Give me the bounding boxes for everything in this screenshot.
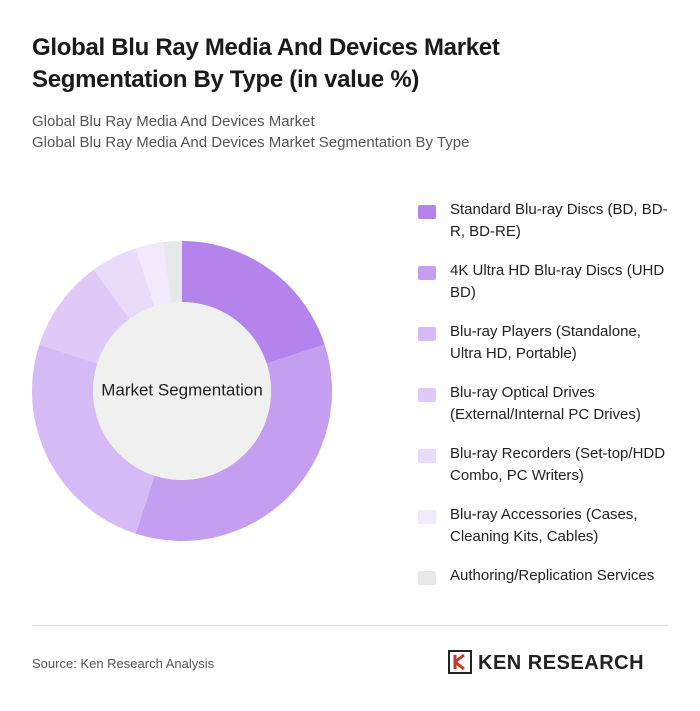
- legend-swatch: [418, 510, 436, 524]
- donut-segment: [135, 344, 332, 541]
- donut-segment: [163, 241, 182, 303]
- legend-swatch: [418, 205, 436, 219]
- divider: [32, 625, 668, 626]
- subtitle: Global Blu Ray Media And Devices Market …: [32, 134, 470, 151]
- donut-segment: [135, 242, 171, 307]
- legend-label: Blu-ray Players (Standalone, Ultra HD, P…: [450, 323, 641, 362]
- legend-item: 4K Ultra HD Blu-ray Discs (UHD BD): [418, 260, 678, 321]
- legend-label: Blu-ray Recorders (Set-top/HDD Combo, PC…: [450, 445, 666, 484]
- legend-item: Authoring/Replication Services: [418, 565, 678, 626]
- center-label: Market Segmentation: [101, 380, 263, 399]
- brand-name: KEN RESEARCH: [478, 652, 645, 674]
- subtitle: Global Blu Ray Media And Devices Market: [32, 113, 315, 130]
- chart-title: Global Blu Ray Media And Devices Market …: [32, 34, 500, 93]
- legend-label: Authoring/Replication Services: [450, 567, 655, 584]
- legend: Standard Blu-ray Discs (BD, BD-R, BD-RE)…: [418, 199, 678, 626]
- legend-item: Blu-ray Players (Standalone, Ultra HD, P…: [418, 321, 678, 382]
- legend-item: Blu-ray Accessories (Cases, Cleaning Kit…: [418, 504, 678, 565]
- legend-label: 4K Ultra HD Blu-ray Discs (UHD BD): [450, 262, 665, 301]
- donut-segment: [182, 241, 325, 364]
- legend-label: Blu-ray Optical Drives (External/Interna…: [450, 384, 641, 423]
- brand-icon: [448, 650, 472, 674]
- legend-item: Blu-ray Optical Drives (External/Interna…: [418, 382, 678, 443]
- legend-item: Standard Blu-ray Discs (BD, BD-R, BD-RE): [418, 199, 678, 260]
- legend-label: Standard Blu-ray Discs (BD, BD-R, BD-RE): [450, 201, 668, 240]
- donut-segment: [31, 344, 155, 534]
- legend-swatch: [418, 266, 436, 280]
- brand-separator: [470, 652, 472, 674]
- legend-item: Blu-ray Recorders (Set-top/HDD Combo, PC…: [418, 443, 678, 504]
- legend-swatch: [418, 571, 436, 585]
- source: Source: Ken Research Analysis: [32, 656, 215, 671]
- donut-segment: [93, 248, 155, 319]
- legend-swatch: [418, 327, 436, 341]
- legend-swatch: [418, 449, 436, 463]
- center-circle: [93, 302, 271, 480]
- donut-chart: Market Segmentation: [31, 241, 332, 541]
- legend-swatch: [418, 388, 436, 402]
- legend-label: Blu-ray Accessories (Cases, Cleaning Kit…: [450, 506, 638, 545]
- donut-segment: [39, 269, 130, 364]
